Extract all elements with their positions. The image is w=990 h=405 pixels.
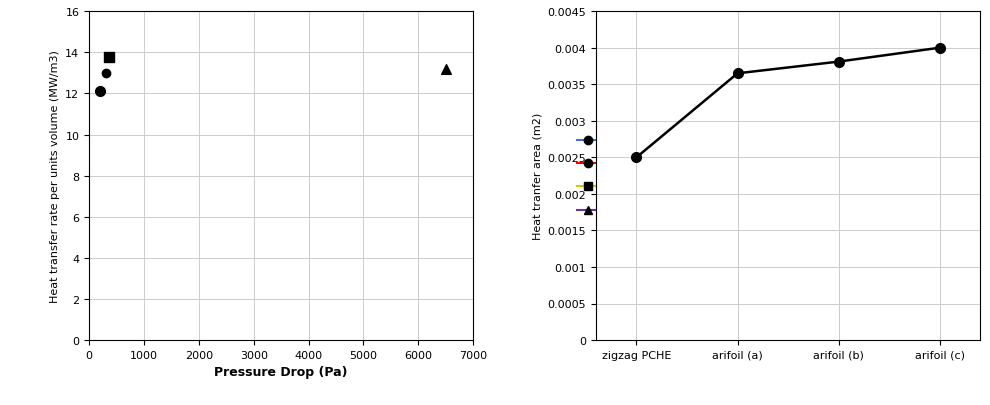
Point bbox=[102, 55, 118, 62]
Point bbox=[98, 70, 114, 77]
Y-axis label: Heat transfer rate per units volume (MW/m3): Heat transfer rate per units volume (MW/… bbox=[50, 50, 59, 302]
Point bbox=[92, 89, 108, 95]
Legend: airfoil (a), airfoil (b), airfoil (c), zigzag PCHE: airfoil (a), airfoil (b), airfoil (c), z… bbox=[573, 132, 679, 220]
Point bbox=[438, 66, 453, 73]
Y-axis label: Heat tranfer area (m2): Heat tranfer area (m2) bbox=[532, 113, 542, 240]
X-axis label: Pressure Drop (Pa): Pressure Drop (Pa) bbox=[215, 365, 347, 378]
